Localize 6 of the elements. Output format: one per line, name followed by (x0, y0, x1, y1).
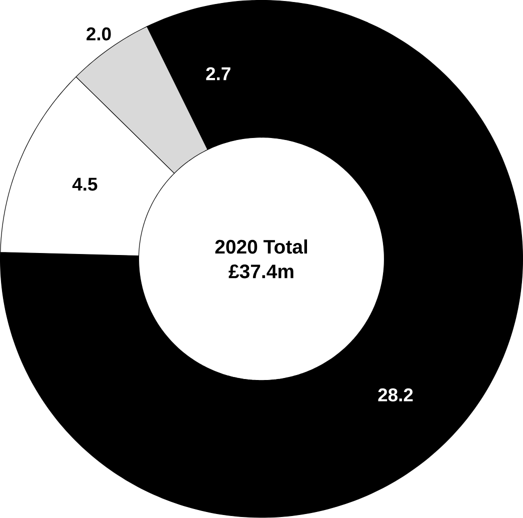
text: £37.4m (228, 264, 294, 278)
data-label: 28.2 (378, 388, 413, 402)
data-label: 2.7 (206, 67, 230, 80)
text: 2020 Total (215, 240, 307, 254)
data-label: 2.0 (86, 28, 111, 41)
data-label: 4.5 (72, 178, 98, 191)
